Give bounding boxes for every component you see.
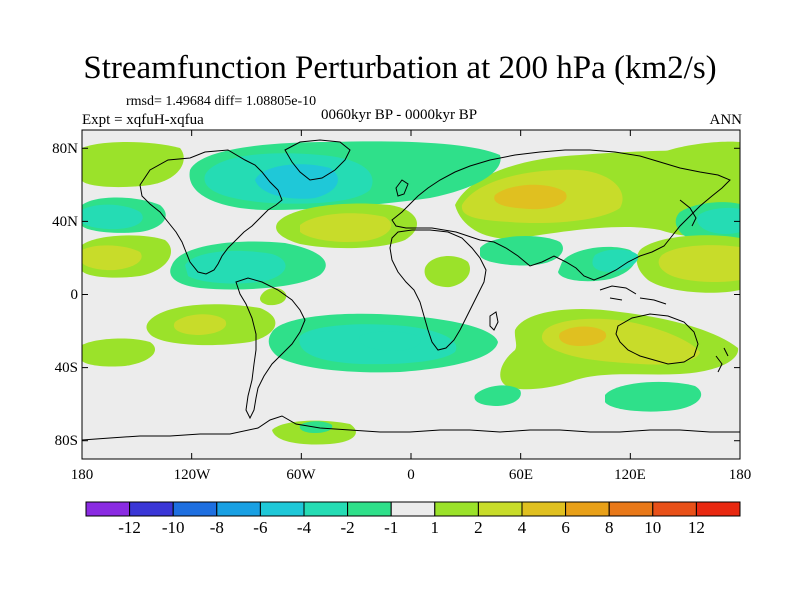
colorbar-box-neg8 bbox=[172, 501, 218, 517]
contour-africa-pos1 bbox=[424, 256, 470, 288]
coastline-south-america bbox=[235, 277, 306, 420]
lon-label-120e: 120E bbox=[614, 467, 646, 483]
colorbar-label: 1 bbox=[430, 518, 440, 537]
colorbar-label: 8 bbox=[604, 518, 614, 537]
contour-arctic-pacific-pos1 bbox=[637, 141, 740, 202]
contour-india-neg1 bbox=[480, 236, 563, 266]
coastline-north-america bbox=[139, 149, 283, 275]
contour-westpac-pos2 bbox=[82, 142, 184, 188]
colorbar-box-pos1 bbox=[434, 501, 479, 517]
lat-label-80n: 80N bbox=[52, 141, 78, 157]
colorbar-box-neg12 bbox=[85, 501, 131, 517]
colorbar-label: 12 bbox=[687, 518, 705, 537]
experiment-label: Expt = xqfuH-xqfua bbox=[82, 112, 204, 128]
chart-title: Streamfunction Perturbation at 200 hPa (… bbox=[83, 50, 717, 86]
contour-samerica-pos1 bbox=[260, 288, 287, 306]
lon-label-180e: 180 bbox=[728, 467, 752, 483]
colorbar-label: 6 bbox=[561, 518, 570, 537]
lon-label-120w: 120W bbox=[173, 467, 211, 483]
axis-ticks bbox=[81, 130, 741, 459]
contour-swpacific-pos1 bbox=[82, 338, 156, 367]
coastline-africa bbox=[389, 229, 487, 351]
lat-label-40n: 40N bbox=[52, 214, 78, 230]
coastline-australia bbox=[615, 313, 699, 365]
contour-natlantic-neg4 bbox=[255, 164, 338, 199]
colorbar-box-zero bbox=[390, 501, 436, 517]
colorbar-label: -10 bbox=[161, 518, 185, 537]
contour-spacific-pos2 bbox=[173, 314, 227, 335]
lon-label-0: 0 bbox=[407, 467, 415, 483]
contour-west-subtrop-pos2 bbox=[658, 245, 740, 282]
contour-npacific-neg2 bbox=[82, 204, 143, 230]
contour-seasts-neg1 bbox=[474, 385, 521, 406]
colorbar-box-neg1 bbox=[347, 501, 392, 517]
colorbar-box-neg6 bbox=[216, 501, 261, 517]
colorbar-label: -12 bbox=[118, 518, 141, 537]
season-label: ANN bbox=[709, 112, 743, 128]
coastline-antarctica bbox=[82, 415, 740, 441]
contour-sindian-neg1 bbox=[605, 381, 702, 412]
coastline-japan bbox=[679, 199, 697, 227]
contour-wpacific-neg2 bbox=[697, 207, 740, 234]
coastline-greenland bbox=[284, 139, 351, 181]
rmsd-stats: rmsd= 1.49684 diff= 1.08805e-10 bbox=[126, 94, 317, 109]
colorbar-box-pos6 bbox=[565, 501, 610, 517]
lat-label-40s: 40S bbox=[54, 360, 78, 376]
colorbar-label: -4 bbox=[296, 518, 312, 537]
colorbar-label: 4 bbox=[517, 518, 527, 537]
coastline-indonesia bbox=[599, 285, 667, 305]
colorbar-box-neg4 bbox=[259, 501, 305, 517]
colorbar-label: -6 bbox=[253, 518, 268, 537]
colorbar-box-neg10 bbox=[129, 501, 174, 517]
coastline-madagascar bbox=[489, 311, 499, 331]
colorbar-box-pos8 bbox=[608, 501, 654, 517]
coastline-eurasia bbox=[391, 149, 731, 281]
coastline-uk bbox=[395, 179, 409, 197]
lon-label-180w: 180 bbox=[70, 467, 94, 483]
colorbar-box-pos4 bbox=[521, 501, 567, 517]
lon-label-60e: 60E bbox=[508, 467, 534, 483]
colorbar-box-neg2 bbox=[303, 501, 349, 517]
colorbar-box-pos10 bbox=[652, 501, 697, 517]
lat-label-80s: 80S bbox=[54, 433, 78, 449]
contour-fill-layer bbox=[82, 141, 740, 445]
colorbar-label: 10 bbox=[644, 518, 662, 537]
colorbar-label: 2 bbox=[474, 518, 483, 537]
colorbar-box-pos2 bbox=[477, 501, 523, 517]
contour-eurasia-pos4 bbox=[494, 184, 567, 210]
coastline-new-zealand bbox=[715, 347, 729, 373]
contour-matlantic-pos2 bbox=[300, 213, 392, 242]
colorbar bbox=[85, 501, 741, 517]
lon-label-60w: 60W bbox=[286, 467, 316, 483]
contour-satlantic-neg4 bbox=[359, 331, 421, 351]
period-label: 0060kyr BP - 0000kyr BP bbox=[321, 107, 478, 123]
colorbar-label: -2 bbox=[340, 518, 355, 537]
contour-trop-epacific-neg2 bbox=[185, 250, 286, 284]
colorbar-box-pos12 bbox=[695, 501, 741, 517]
colorbar-label: -1 bbox=[384, 518, 399, 537]
contour-sindian-pos4 bbox=[559, 326, 607, 346]
contour-subtrop-pacific-pos2 bbox=[82, 245, 142, 271]
colorbar-label: -8 bbox=[209, 518, 224, 537]
lat-label-0: 0 bbox=[70, 287, 79, 303]
coastlines bbox=[82, 139, 740, 441]
contour-seasia-neg2 bbox=[592, 249, 639, 272]
